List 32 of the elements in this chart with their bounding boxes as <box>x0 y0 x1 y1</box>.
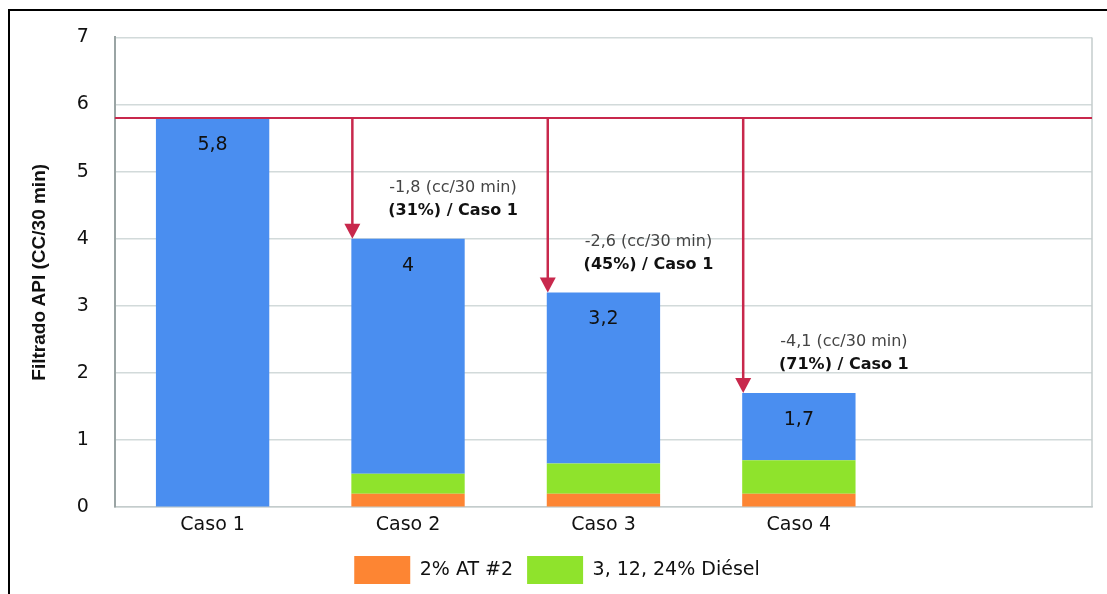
bar <box>742 493 856 507</box>
bar <box>546 493 661 507</box>
y-tick-label: 0 <box>76 494 89 517</box>
bar <box>546 292 661 464</box>
x-tick-label: Caso 3 <box>571 511 636 534</box>
bar <box>546 463 661 494</box>
y-tick-label: 1 <box>76 427 89 450</box>
y-tick-label: 2 <box>76 359 89 382</box>
annotation: -4,1 (cc/30 min) (71%) / Caso 1 <box>779 331 909 374</box>
y-tick-label: 6 <box>76 91 89 114</box>
bar <box>351 493 465 507</box>
total-label: 4 <box>401 252 415 275</box>
total-label: 1,7 <box>783 407 814 430</box>
legend-label: 3, 12, 24% Diésel <box>592 556 760 579</box>
y-axis-title: Filtrado API (CC/30 min) <box>27 163 49 381</box>
bar <box>742 460 856 494</box>
bar <box>351 238 465 474</box>
y-tick-label: 4 <box>76 225 89 248</box>
bar <box>351 473 465 494</box>
annotation: -2,6 (cc/30 min) (45%) / Caso 1 <box>583 230 714 273</box>
bar <box>742 393 856 461</box>
y-tick-label: 3 <box>76 292 89 315</box>
y-tick-label: 7 <box>76 24 89 47</box>
legend-label: 2% AT #2 <box>419 556 514 579</box>
bar <box>155 117 270 507</box>
annotation: -1,8 (cc/30 min) (31%) / Caso 1 <box>388 176 518 219</box>
total-label: 3,2 <box>588 306 619 329</box>
total-label: 5,8 <box>197 131 228 154</box>
x-tick-label: Caso 2 <box>375 511 441 534</box>
y-tick-label: 5 <box>76 158 89 181</box>
x-tick-label: Caso 1 <box>180 511 245 534</box>
x-tick-label: Caso 4 <box>766 511 832 534</box>
